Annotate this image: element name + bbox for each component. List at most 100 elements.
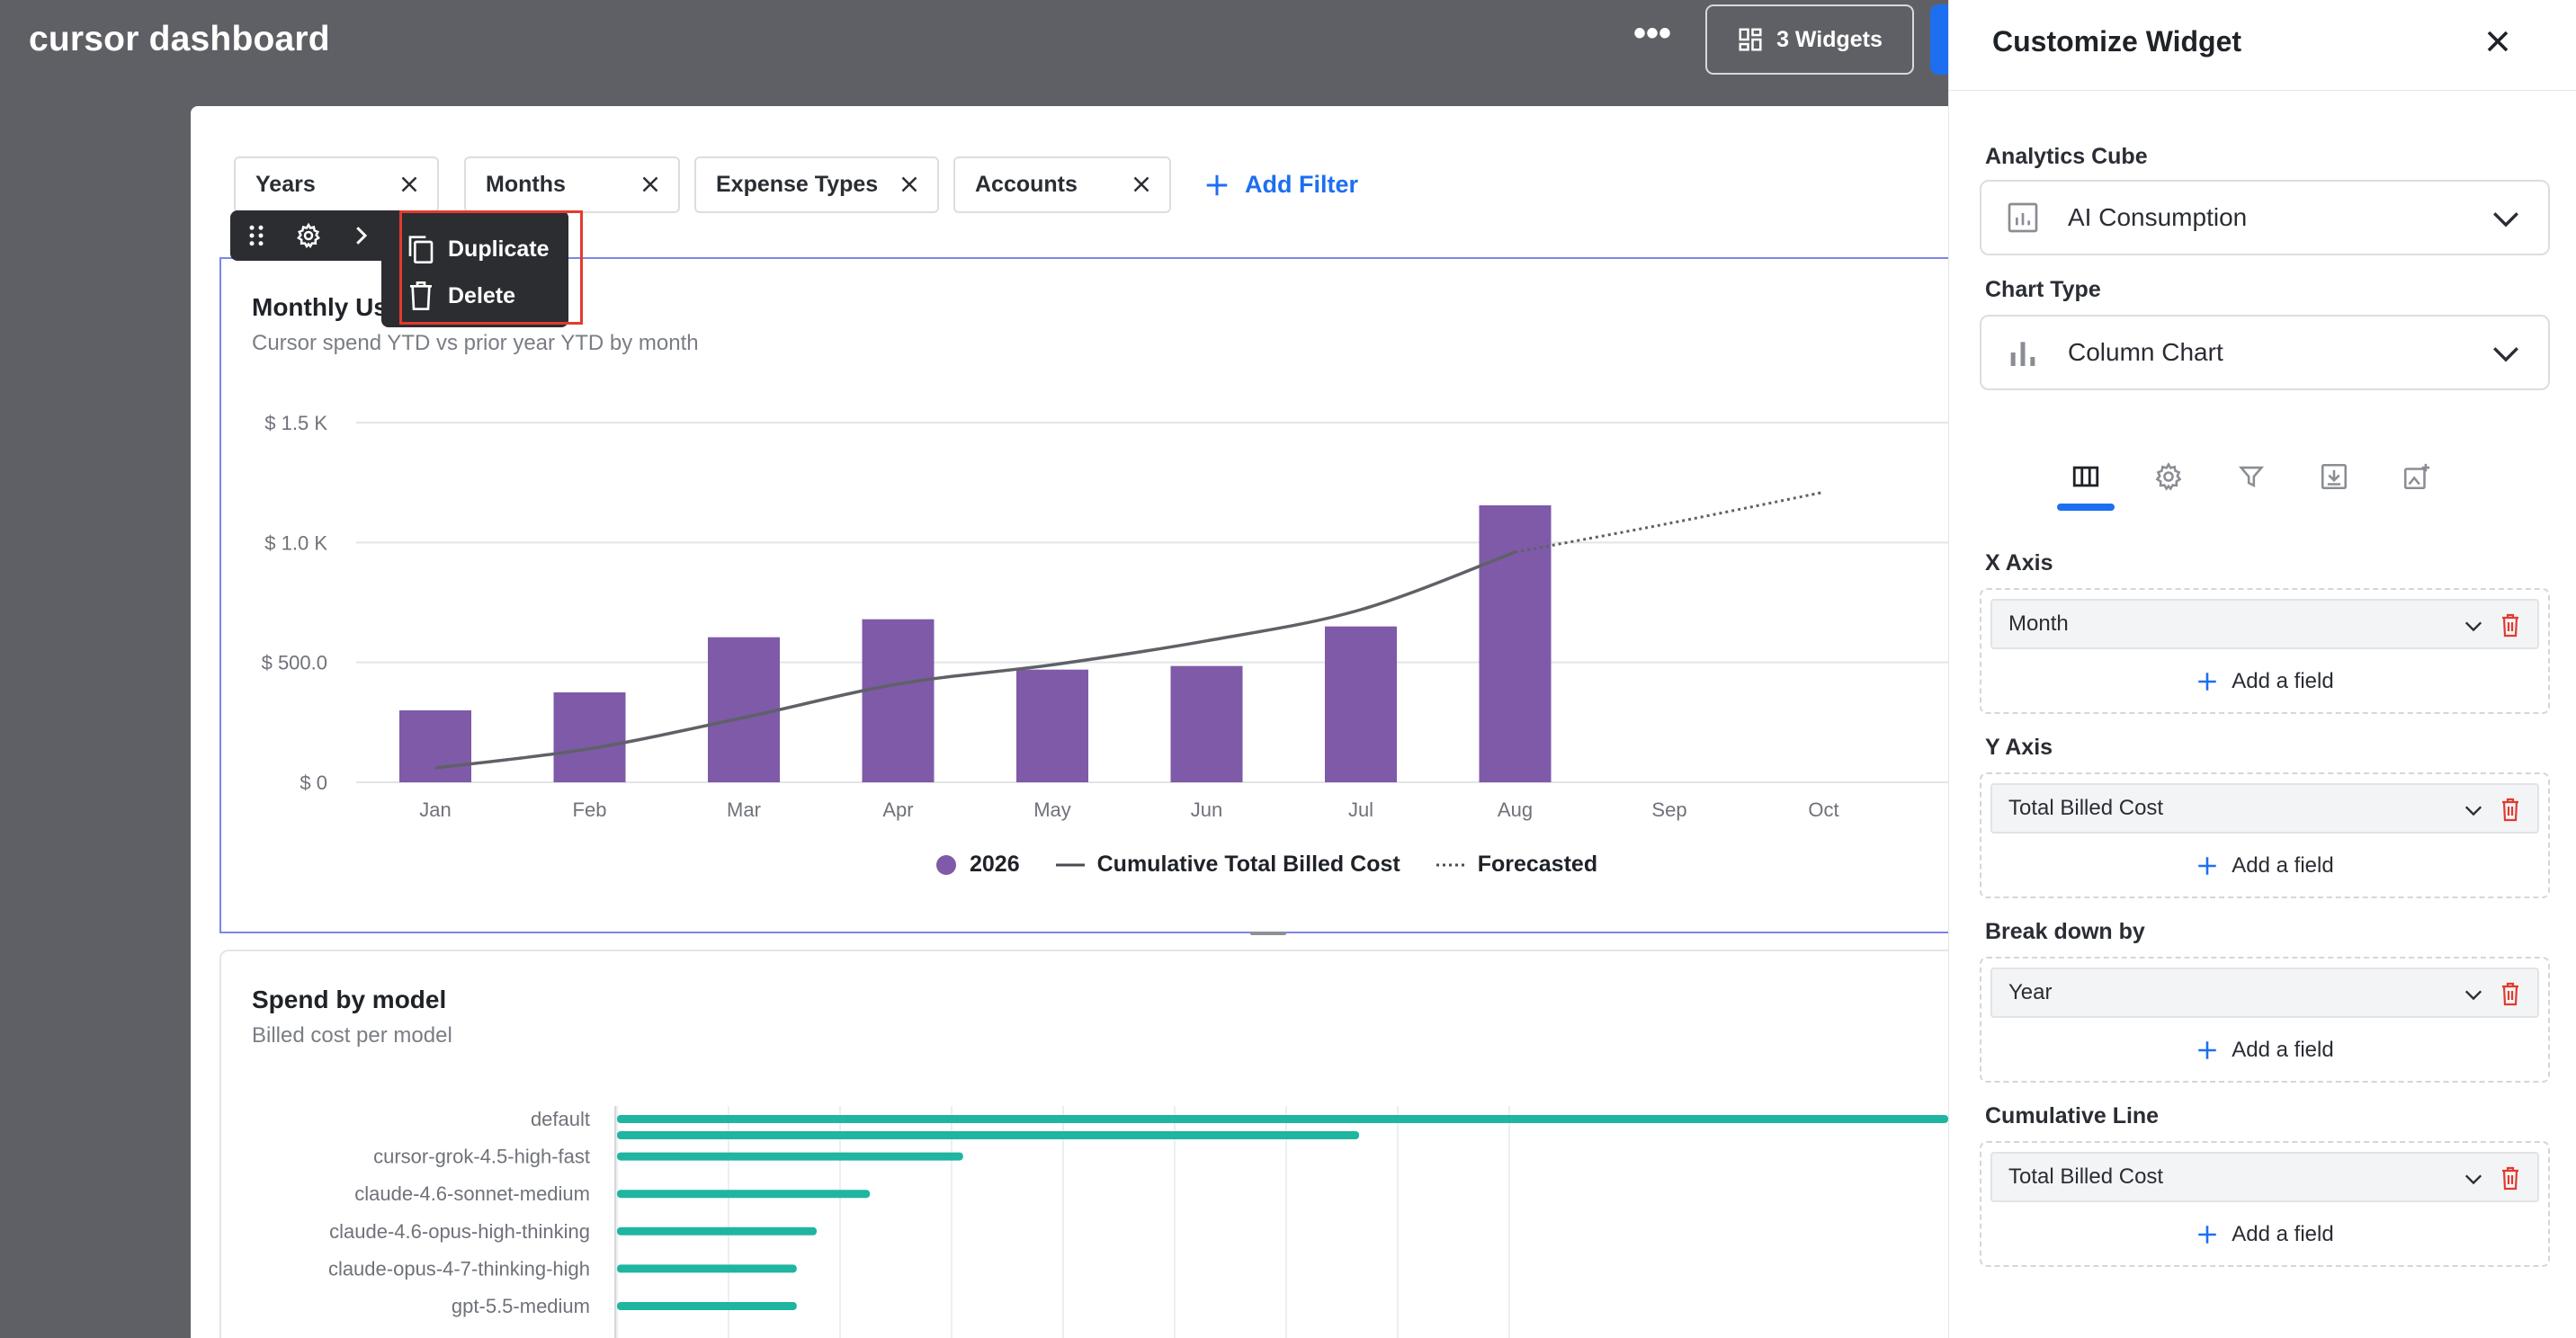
bar (1325, 626, 1397, 782)
breakdown-add-field-button[interactable]: Add a field (1981, 1032, 2548, 1068)
widget-spend-by-model[interactable] (219, 950, 1948, 1338)
duplicate-menu-item[interactable]: Duplicate (407, 228, 550, 270)
close-icon[interactable] (1128, 171, 1155, 198)
analytics-cube-select[interactable]: AI Consumption (1980, 180, 2550, 255)
trash-icon[interactable] (2500, 981, 2521, 1006)
x-axis-field-group: Month Add a field (1980, 588, 2550, 714)
bar (617, 1302, 797, 1310)
legend-item-cumulative[interactable]: Cumulative Total Billed Cost (1055, 852, 1400, 878)
tab-filters[interactable] (2223, 453, 2280, 500)
legend-item-forecasted[interactable]: Forecasted (1436, 852, 1597, 878)
widget-settings-button[interactable] (282, 210, 335, 261)
add-field-label: Add a field (2232, 853, 2334, 878)
close-icon[interactable] (2480, 23, 2516, 59)
more-options-button[interactable]: ••• (1632, 13, 1671, 53)
tab-image[interactable] (2388, 453, 2446, 500)
widgets-button[interactable]: 3 Widgets (1705, 4, 1914, 75)
x-tick-label: Jun (1191, 798, 1222, 821)
analytics-cube-label: Analytics Cube (1985, 144, 2148, 169)
x-axis-field-value: Month (2008, 611, 2069, 636)
add-filter-button[interactable]: Add Filter (1203, 171, 1358, 199)
breakdown-field-select[interactable]: Year (1990, 968, 2539, 1018)
y-tick-label: $ 0 (300, 772, 327, 794)
category-label: cursor-grok-4.5-high-fast (373, 1146, 590, 1168)
cumulative-line-add-field-button[interactable]: Add a field (1981, 1217, 2548, 1253)
filter-chip-years[interactable]: Years (234, 156, 439, 213)
cumulative-line (434, 550, 1516, 770)
category-label: default (531, 1108, 590, 1130)
filter-chip-label: Expense Types (716, 172, 879, 197)
legend-label: 2026 (970, 852, 1020, 877)
monthly-usage-chart: $ 0 $ 500.0 $ 1.0 K $ 1.5 K Jan Feb Mar Apr May J… (262, 412, 1948, 821)
bar (399, 710, 471, 782)
filter-chip-label: Accounts (975, 172, 1078, 197)
y-axis-add-field-button[interactable]: Add a field (1981, 848, 2548, 884)
add-field-label: Add a field (2232, 1038, 2334, 1062)
delete-label: Delete (448, 282, 516, 308)
spend-by-model-chart: default cursor-grok-4.5-high-fast claude-4… (328, 1106, 1948, 1338)
chevron-down-icon (2493, 212, 2518, 227)
plus-icon (1206, 174, 1228, 195)
forecast-line (1515, 490, 1824, 554)
delete-menu-item[interactable]: Delete (407, 275, 515, 317)
category-label: gpt-5.5-medium (452, 1295, 590, 1317)
bar (617, 1152, 963, 1161)
close-icon[interactable] (896, 171, 923, 198)
panel-tabs (2052, 453, 2474, 516)
widget-context-menu: Duplicate Delete (381, 210, 568, 327)
x-tick-label: May (1033, 798, 1071, 821)
tab-download[interactable] (2305, 453, 2363, 500)
legend-swatch-line (1055, 863, 1085, 866)
x-axis-label: X Axis (1985, 550, 2053, 575)
bar (617, 1264, 797, 1273)
x-tick-label: Jan (419, 798, 451, 821)
widget-subtitle: Cursor spend YTD vs prior year YTD by mo… (252, 331, 699, 355)
copy-icon (408, 236, 434, 264)
bar (617, 1226, 817, 1235)
bar (553, 692, 626, 782)
column-chart-icon (2010, 342, 2035, 366)
filter-chip-months[interactable]: Months (464, 156, 680, 213)
filter-chip-expense-types[interactable]: Expense Types (694, 156, 939, 213)
chevron-down-icon (2493, 347, 2518, 362)
x-axis-add-field-button[interactable]: Add a field (1981, 664, 2548, 700)
chevron-down-icon (2464, 990, 2482, 1001)
legend-label: Forecasted (1477, 852, 1598, 877)
x-tick-label: Oct (1808, 798, 1838, 821)
y-axis-field-select[interactable]: Total Billed Cost (1990, 783, 2539, 834)
x-axis-field-select[interactable]: Month (1990, 599, 2539, 649)
widget-monthly-usage[interactable] (219, 257, 1948, 933)
y-tick-label: $ 1.5 K (264, 412, 327, 434)
image-sparkle-icon (2403, 463, 2430, 490)
tab-columns[interactable] (2057, 453, 2115, 500)
close-icon[interactable] (396, 171, 423, 198)
active-tab-indicator (2057, 504, 2115, 511)
trash-icon[interactable] (2500, 797, 2521, 822)
plus-icon (2198, 857, 2217, 875)
analytics-cube-value: AI Consumption (2068, 203, 2248, 231)
gear-icon (297, 222, 320, 249)
x-tick-label: Apr (882, 798, 913, 821)
expand-menu-button[interactable] (335, 210, 387, 261)
legend-item-2026[interactable]: 2026 (935, 852, 1020, 878)
x-tick-label: Aug (1498, 798, 1533, 821)
trash-icon[interactable] (2500, 612, 2521, 638)
bar (1170, 665, 1243, 782)
add-field-label: Add a field (2232, 669, 2334, 693)
category-label: claude-4.6-opus-high-thinking (329, 1220, 590, 1243)
bar (617, 1131, 1360, 1139)
columns-icon (2072, 466, 2099, 487)
breakdown-label: Break down by (1985, 919, 2145, 944)
close-icon[interactable] (637, 171, 664, 198)
filter-chip-accounts[interactable]: Accounts (953, 156, 1171, 213)
y-tick-label: $ 1.0 K (264, 531, 327, 554)
trash-icon[interactable] (2500, 1165, 2521, 1191)
widget-resize-handle[interactable] (1250, 932, 1286, 935)
category-label: claude-opus-4-7-thinking-high (328, 1257, 590, 1280)
drag-handle[interactable] (230, 210, 282, 261)
breakdown-field-group: Year Add a field (1980, 957, 2550, 1083)
chart-type-select[interactable]: Column Chart (1980, 315, 2550, 390)
cumulative-line-field-select[interactable]: Total Billed Cost (1990, 1152, 2539, 1202)
tab-settings[interactable] (2140, 453, 2197, 500)
legend-swatch-dotted (1436, 863, 1465, 866)
